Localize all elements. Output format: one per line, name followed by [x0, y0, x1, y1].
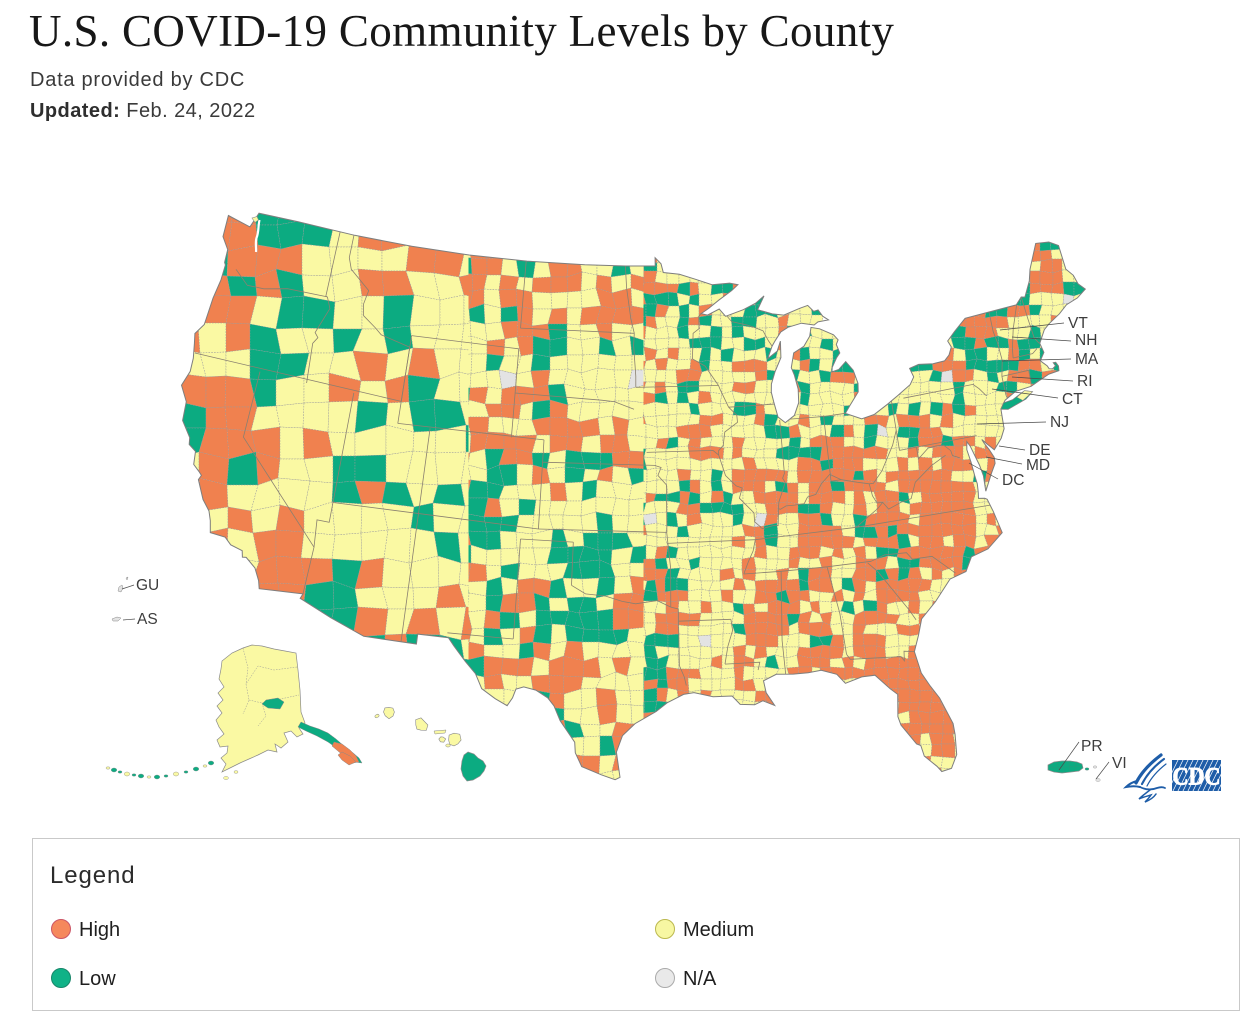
svg-text:NJ: NJ	[1050, 414, 1069, 431]
svg-text:MA: MA	[1075, 351, 1099, 368]
svg-text:CDC: CDC	[1173, 764, 1221, 791]
svg-text:GU: GU	[136, 577, 159, 594]
svg-text:CT: CT	[1062, 391, 1083, 408]
svg-text:VI: VI	[1112, 755, 1127, 772]
svg-text:RI: RI	[1077, 373, 1093, 390]
svg-text:AS: AS	[137, 611, 158, 628]
svg-text:DE: DE	[1029, 442, 1051, 459]
svg-text:MD: MD	[1026, 457, 1050, 474]
svg-text:DC: DC	[1002, 472, 1024, 489]
svg-text:PR: PR	[1081, 738, 1103, 755]
svg-text:NH: NH	[1075, 332, 1097, 349]
svg-text:VT: VT	[1068, 315, 1088, 332]
